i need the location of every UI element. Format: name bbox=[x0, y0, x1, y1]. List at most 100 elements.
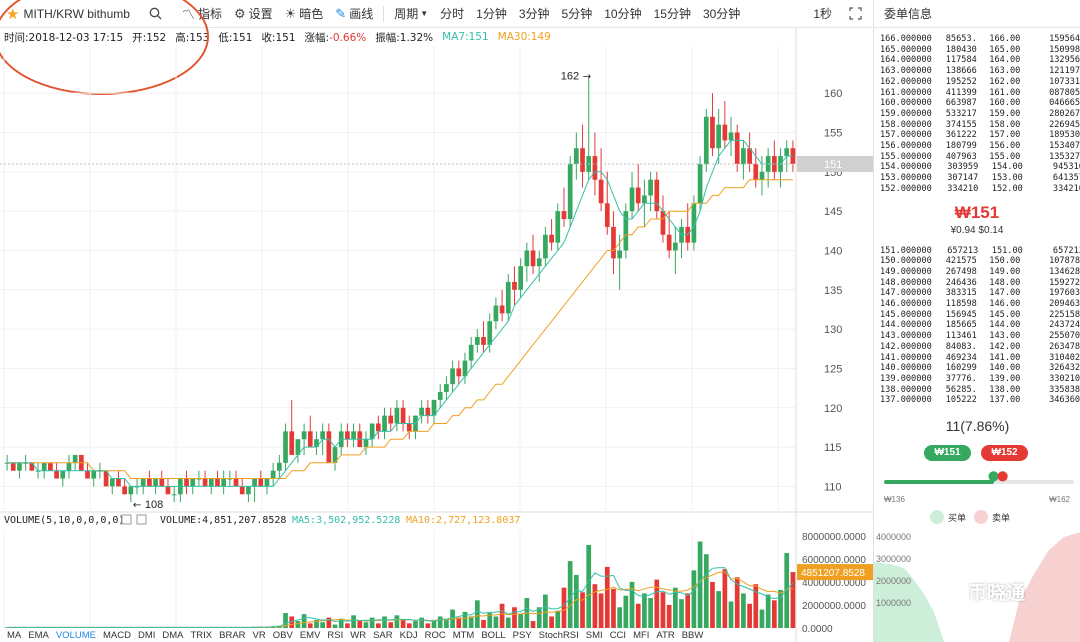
candle-body[interactable] bbox=[518, 266, 524, 290]
volume-bar[interactable] bbox=[314, 619, 319, 628]
candle-body[interactable] bbox=[233, 478, 239, 487]
candle-body[interactable] bbox=[239, 486, 245, 495]
ask-row[interactable]: 158.000000 374155 158.00 2269454 bbox=[880, 120, 1080, 131]
ask-row[interactable]: 164.000000 117584 164.00 1329560 bbox=[880, 55, 1080, 66]
volume-bar[interactable] bbox=[648, 598, 653, 628]
volume-bar[interactable] bbox=[604, 566, 610, 628]
volume-bar[interactable] bbox=[567, 561, 573, 628]
volume-bar[interactable] bbox=[543, 594, 548, 628]
ask-row[interactable]: 165.000000 180430 165.00 1509989 bbox=[880, 45, 1080, 56]
search-button[interactable] bbox=[136, 0, 176, 28]
indicator-tab-dmi[interactable]: DMI bbox=[137, 630, 156, 641]
bid-row[interactable]: 137.000000 105222 137.00 3463607 bbox=[880, 395, 1080, 406]
volume-bar[interactable] bbox=[307, 623, 313, 628]
candle-body[interactable] bbox=[345, 431, 350, 440]
volume-bar[interactable] bbox=[301, 614, 307, 628]
volume-bar[interactable] bbox=[691, 570, 697, 628]
candle-body[interactable] bbox=[784, 148, 790, 157]
volume-bar[interactable] bbox=[784, 553, 790, 628]
candle-body[interactable] bbox=[91, 470, 97, 479]
indicator-tab-smi[interactable]: SMI bbox=[585, 630, 603, 641]
candle-body[interactable] bbox=[289, 431, 295, 455]
candle-body[interactable] bbox=[462, 360, 468, 377]
candle-body[interactable] bbox=[270, 470, 276, 479]
candle-body[interactable] bbox=[29, 462, 35, 471]
candle-body[interactable] bbox=[165, 486, 171, 495]
candle-body[interactable] bbox=[17, 462, 22, 471]
indicator-tab-wr[interactable]: WR bbox=[350, 630, 367, 641]
volume-bar[interactable] bbox=[338, 618, 344, 628]
volume-bar[interactable] bbox=[400, 619, 406, 628]
volume-bar[interactable] bbox=[580, 592, 585, 628]
candle-body[interactable] bbox=[623, 211, 629, 251]
candle-body[interactable] bbox=[549, 234, 554, 243]
volume-bar[interactable] bbox=[332, 624, 338, 628]
candle-body[interactable] bbox=[369, 423, 375, 440]
ask-row[interactable]: 157.000000 361222 157.00 1895300 bbox=[880, 130, 1080, 141]
candle-body[interactable] bbox=[153, 478, 158, 487]
volume-bar[interactable] bbox=[326, 617, 332, 628]
volume-bar[interactable] bbox=[611, 588, 616, 628]
bid-row[interactable]: 140.000000 160299 140.00 3264323 bbox=[880, 363, 1080, 374]
volume-bar[interactable] bbox=[487, 613, 493, 628]
candle-body[interactable] bbox=[642, 195, 647, 204]
candle-body[interactable] bbox=[524, 250, 530, 267]
volume-bar[interactable] bbox=[437, 616, 443, 628]
candle-body[interactable] bbox=[444, 384, 449, 393]
volume-bar[interactable] bbox=[598, 593, 604, 628]
volume-bar[interactable] bbox=[4, 627, 10, 628]
volume-bar[interactable] bbox=[518, 614, 524, 628]
volume-bar[interactable] bbox=[722, 569, 728, 628]
candle-body[interactable] bbox=[252, 478, 257, 487]
candle-body[interactable] bbox=[276, 462, 282, 471]
ask-row[interactable]: 152.000000 334210 152.00 334210 bbox=[880, 184, 1080, 195]
candle-body[interactable] bbox=[215, 478, 220, 487]
star-icon[interactable]: ★ bbox=[6, 5, 20, 23]
candle-body[interactable] bbox=[332, 447, 338, 463]
volume-bar[interactable] bbox=[728, 601, 734, 628]
volume-bar[interactable] bbox=[493, 616, 499, 628]
candle-body[interactable] bbox=[617, 250, 623, 259]
candle-body[interactable] bbox=[710, 116, 715, 149]
indicator-tab-trix[interactable]: TRIX bbox=[190, 630, 213, 641]
interval-2[interactable]: 3分钟 bbox=[518, 7, 550, 21]
candle-body[interactable] bbox=[326, 431, 332, 463]
volume-bar[interactable] bbox=[357, 621, 363, 628]
volume-bar[interactable] bbox=[747, 603, 752, 628]
volume-bar[interactable] bbox=[790, 572, 796, 628]
interval-5[interactable]: 15分钟 bbox=[653, 7, 691, 21]
candle-body[interactable] bbox=[394, 407, 400, 424]
ask-row[interactable]: 161.000000 411399 161.00 0878057 bbox=[880, 88, 1080, 99]
candle-body[interactable] bbox=[122, 486, 128, 495]
volume-bar[interactable] bbox=[697, 541, 703, 628]
candle-body[interactable] bbox=[116, 478, 121, 487]
candle-body[interactable] bbox=[382, 415, 387, 432]
candle-body[interactable] bbox=[431, 399, 437, 416]
indicator-tab-vr[interactable]: VR bbox=[252, 630, 266, 641]
candle-body[interactable] bbox=[543, 234, 548, 259]
volume-bar[interactable] bbox=[468, 616, 474, 628]
candle-body[interactable] bbox=[716, 124, 722, 149]
volume-bar[interactable] bbox=[419, 617, 425, 628]
indicator-tab-kdj[interactable]: KDJ bbox=[399, 630, 418, 641]
candle-body[interactable] bbox=[468, 344, 474, 361]
volume-bar[interactable] bbox=[382, 616, 387, 628]
volume-bar[interactable] bbox=[413, 621, 418, 628]
candle-body[interactable] bbox=[734, 132, 740, 164]
bid-row[interactable]: 143.000000 113461 143.00 2550706 bbox=[880, 331, 1080, 342]
volume-settings-icon[interactable] bbox=[121, 514, 132, 525]
favorite-pair[interactable]: ★ MITH/KRW bithumb bbox=[0, 0, 136, 28]
candle-body[interactable] bbox=[301, 431, 307, 440]
volume-bar[interactable] bbox=[444, 618, 449, 628]
bid-row[interactable]: 146.000000 118598 146.00 2094635 bbox=[880, 299, 1080, 310]
bid-row[interactable]: 145.000000 156945 145.00 2251580 bbox=[880, 310, 1080, 321]
volume-bar[interactable] bbox=[586, 544, 592, 628]
volume-bar[interactable] bbox=[592, 584, 598, 628]
volume-bar[interactable] bbox=[462, 611, 468, 628]
candle-body[interactable] bbox=[747, 148, 752, 164]
candle-body[interactable] bbox=[66, 462, 72, 471]
indicator-tab-dma[interactable]: DMA bbox=[162, 630, 184, 641]
volume-bar[interactable] bbox=[765, 594, 771, 628]
indicator-tab-atr[interactable]: ATR bbox=[656, 630, 675, 641]
candle-body[interactable] bbox=[530, 250, 536, 267]
